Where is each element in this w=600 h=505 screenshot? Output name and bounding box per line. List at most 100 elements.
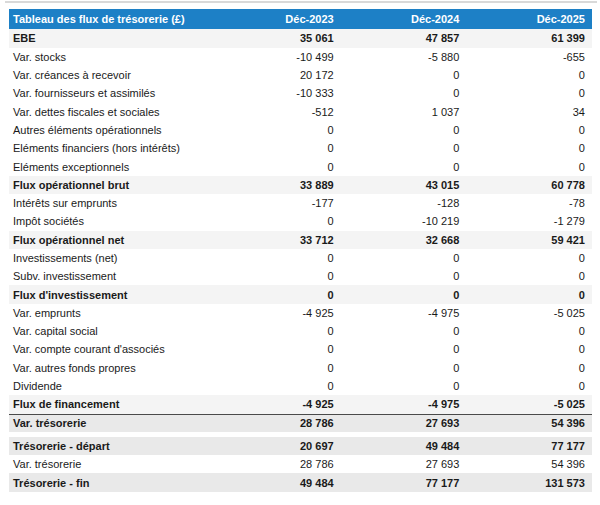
cell-value: -5 025 <box>466 398 592 410</box>
cell-value: 0 <box>341 87 467 99</box>
table-row: Eléments exceptionnels000 <box>9 157 592 175</box>
cell-value: 0 <box>341 142 467 154</box>
cell-value: 0 <box>341 161 467 173</box>
row-label: Flux d'investissement <box>9 289 215 301</box>
cell-value: 54 396 <box>466 458 592 470</box>
top-divider-line <box>5 1 597 3</box>
header-col-Déc-2024: Déc-2024 <box>341 13 467 25</box>
cell-value: 0 <box>341 124 467 136</box>
cell-value: 0 <box>215 142 341 154</box>
cell-value: 0 <box>341 270 467 282</box>
cell-value: 0 <box>215 161 341 173</box>
cell-value: 0 <box>215 215 341 227</box>
cell-value: 28 786 <box>215 458 341 470</box>
cell-value: 0 <box>341 69 467 81</box>
cell-value: -10 499 <box>215 51 341 63</box>
table-row: Var. stocks-10 499-5 880-655 <box>9 48 592 66</box>
row-label: Var. trésorerie <box>9 417 215 429</box>
row-label: Subv. investissement <box>9 270 215 282</box>
header-col-Déc-2023: Déc-2023 <box>215 13 341 25</box>
cell-value: 0 <box>466 69 592 81</box>
table-row: Var. créances à recevoir20 17200 <box>9 66 592 84</box>
cell-value: 0 <box>466 124 592 136</box>
table-row: Var. trésorerie28 78627 69354 396 <box>9 455 592 473</box>
table-row: Var. dettes fiscales et sociales-5121 03… <box>9 102 592 120</box>
row-label: Var. dettes fiscales et sociales <box>9 106 215 118</box>
table-row: Subv. investissement000 <box>9 267 592 285</box>
cell-value: -10 219 <box>341 215 467 227</box>
row-label: Trésorerie - départ <box>9 440 215 452</box>
cell-value: 0 <box>466 87 592 99</box>
row-label: Impôt sociétés <box>9 215 215 227</box>
cell-value: 0 <box>341 343 467 355</box>
table-row: Trésorerie - départ20 69749 48477 177 <box>9 437 592 455</box>
cell-value: 60 778 <box>466 179 592 191</box>
table-row: Var. trésorerie28 78627 69354 396 <box>9 414 592 432</box>
cell-value: 49 484 <box>215 477 341 489</box>
table-row: Impôt sociétés0-10 219-1 279 <box>9 212 592 230</box>
table-header-row: Tableau des flux de trésorerie (£) Déc-2… <box>9 9 592 30</box>
cell-value: 0 <box>215 124 341 136</box>
cell-value: -4 975 <box>341 307 467 319</box>
row-label: Var. autres fonds propres <box>9 362 215 374</box>
cell-value: 34 <box>466 106 592 118</box>
row-label: Dividende <box>9 380 215 392</box>
cell-value: 20 172 <box>215 69 341 81</box>
row-label: Var. capital social <box>9 325 215 337</box>
cell-value: 27 693 <box>341 417 467 429</box>
cell-value: -177 <box>215 197 341 209</box>
table-row: Flux opérationnel net33 71232 66859 421 <box>9 231 592 249</box>
cell-value: -4 925 <box>215 307 341 319</box>
cell-value: 43 015 <box>341 179 467 191</box>
cell-value: -4 975 <box>341 398 467 410</box>
table-row: Dividende000 <box>9 377 592 395</box>
table-row: Flux de financement-4 925-4 975-5 025 <box>9 395 592 413</box>
cell-value: 0 <box>215 362 341 374</box>
cell-value: 0 <box>215 289 341 301</box>
cell-value: -5 880 <box>341 51 467 63</box>
row-label: Var. créances à recevoir <box>9 69 215 81</box>
table-row: Var. fournisseurs et assimilés-10 33300 <box>9 84 592 102</box>
table-row: Trésorerie - fin49 48477 177131 573 <box>9 473 592 491</box>
table-row: Var. emprunts-4 925-4 975-5 025 <box>9 304 592 322</box>
cell-value: 1 037 <box>341 106 467 118</box>
cell-value: -512 <box>215 106 341 118</box>
row-label: Trésorerie - fin <box>9 477 215 489</box>
row-label: Flux de financement <box>9 398 215 410</box>
table-row: Intérêts sur emprunts-177-128-78 <box>9 194 592 212</box>
cell-value: 33 889 <box>215 179 341 191</box>
cell-value: 0 <box>215 252 341 264</box>
table-row: Flux d'investissement000 <box>9 285 592 303</box>
cell-value: -655 <box>466 51 592 63</box>
row-label: Flux opérationnel net <box>9 234 215 246</box>
row-label: Var. stocks <box>9 51 215 63</box>
row-label: EBE <box>9 32 215 44</box>
table-row: Flux opérationnel brut33 88943 01560 778 <box>9 176 592 194</box>
cell-value: 28 786 <box>215 417 341 429</box>
cell-value: 0 <box>466 289 592 301</box>
cell-value: 32 668 <box>341 234 467 246</box>
cell-value: 0 <box>341 325 467 337</box>
cell-value: 0 <box>215 270 341 282</box>
cell-value: 59 421 <box>466 234 592 246</box>
table-row: Var. compte courant d'associés000 <box>9 340 592 358</box>
cell-value: 33 712 <box>215 234 341 246</box>
cell-value: 0 <box>341 362 467 374</box>
cell-value: 77 177 <box>341 477 467 489</box>
table-row: EBE35 06147 85761 399 <box>9 29 592 47</box>
row-label: Var. fournisseurs et assimilés <box>9 87 215 99</box>
row-label: Intérêts sur emprunts <box>9 197 215 209</box>
cell-value: -4 925 <box>215 398 341 410</box>
cell-value: 35 061 <box>215 32 341 44</box>
cell-value: 61 399 <box>466 32 592 44</box>
cell-value: -5 025 <box>466 307 592 319</box>
header-col-Déc-2025: Déc-2025 <box>466 13 592 25</box>
table-row: Var. autres fonds propres000 <box>9 359 592 377</box>
cell-value: 0 <box>466 343 592 355</box>
cell-value: 0 <box>215 380 341 392</box>
row-label: Var. trésorerie <box>9 458 215 470</box>
cashflow-table: Tableau des flux de trésorerie (£) Déc-2… <box>9 9 592 492</box>
cell-value: 0 <box>466 325 592 337</box>
cell-value: 0 <box>341 380 467 392</box>
cell-value: 0 <box>466 380 592 392</box>
